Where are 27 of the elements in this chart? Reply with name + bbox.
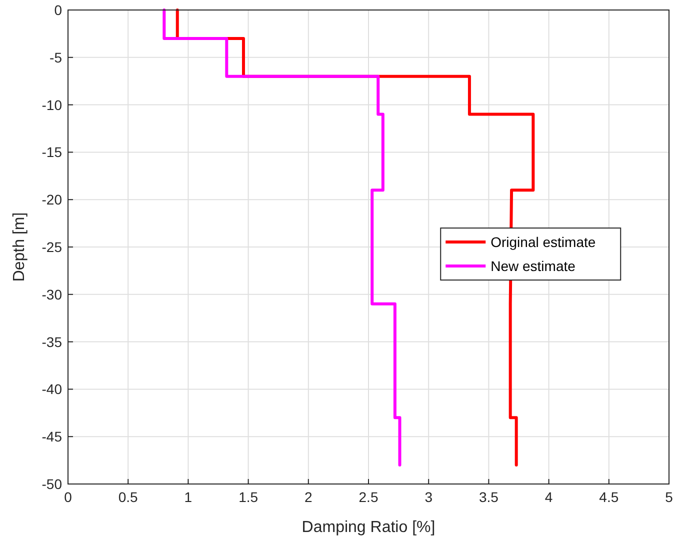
y-tick-label: -20 (42, 192, 62, 208)
x-tick-label: 1.5 (238, 489, 258, 505)
x-tick-label: 3.5 (478, 489, 499, 505)
y-tick-label: -25 (42, 239, 62, 255)
y-tick-label: 0 (54, 2, 62, 18)
legend-label: Original estimate (490, 234, 596, 250)
y-tick-label: -5 (50, 49, 62, 66)
x-tick-label: 1 (184, 489, 192, 505)
x-tick-label: 0.5 (118, 489, 138, 505)
y-tick-label: -50 (42, 476, 62, 492)
x-axis-title: Damping Ratio [%] (302, 519, 436, 536)
x-tick-label: 0 (64, 489, 72, 505)
y-axis-title: Depth [m] (11, 212, 28, 282)
y-tick-label: -15 (42, 144, 62, 160)
x-tick-label: 4.5 (599, 489, 619, 505)
legend-label: New estimate (490, 258, 576, 274)
x-tick-label: 2 (304, 489, 312, 505)
x-tick-label: 3 (424, 489, 433, 505)
x-tick-label: 5 (665, 489, 674, 505)
x-tick-label: 4 (544, 489, 553, 505)
x-tick-label: 2.5 (358, 489, 378, 505)
y-tick-label: -40 (42, 381, 62, 398)
y-tick-label: -45 (42, 428, 62, 445)
line-series (162, 8, 402, 467)
y-tick-label: -35 (42, 334, 62, 350)
y-tick-label: -10 (42, 96, 62, 113)
y-tick-label: -30 (42, 286, 62, 302)
